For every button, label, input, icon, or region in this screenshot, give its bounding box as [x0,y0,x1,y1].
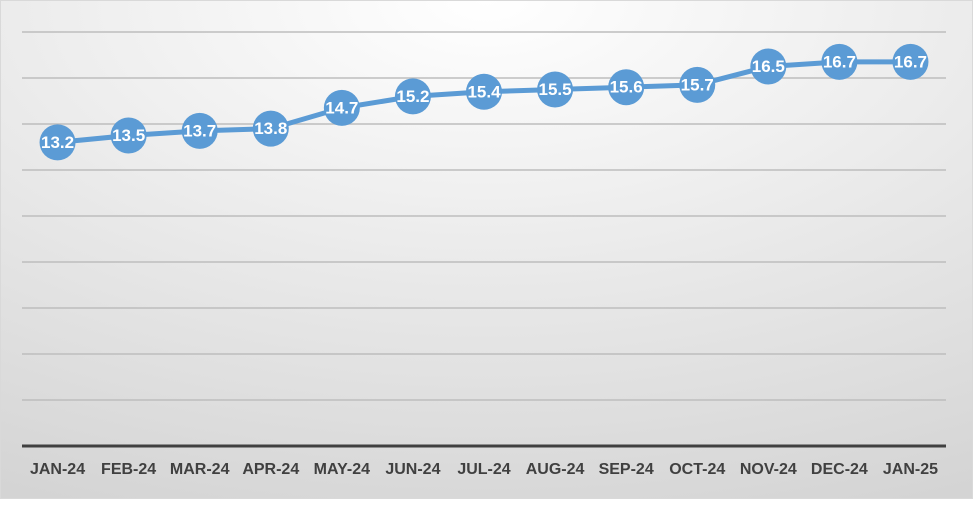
data-label: 13.2 [41,133,74,152]
data-label: 15.2 [396,87,429,106]
data-point [110,117,147,154]
x-tick-label: DEC-24 [811,461,868,478]
data-label: 15.7 [681,75,714,94]
data-point [892,43,929,80]
x-tick-label: MAY-24 [314,461,370,478]
x-tick-label: JAN-25 [883,461,938,478]
data-point [39,124,76,161]
data-point [679,66,716,103]
data-label: 14.7 [325,98,358,117]
data-point [608,69,645,106]
x-tick-label: JUN-24 [385,461,440,478]
data-point [394,78,431,115]
data-label: 16.5 [752,57,785,76]
data-label: 15.6 [610,78,643,97]
x-tick-label: JUL-24 [457,461,510,478]
x-tick-label: MAR-24 [170,461,230,478]
data-point [181,112,218,149]
x-tick-label: AUG-24 [526,461,585,478]
data-label: 16.7 [894,52,927,71]
data-label: 15.4 [467,82,501,101]
data-label: 16.7 [823,52,856,71]
data-point [821,43,858,80]
data-label: 15.5 [539,80,572,99]
data-point [252,110,289,147]
data-point [537,71,574,108]
data-label: 13.7 [183,121,216,140]
data-point [750,48,787,85]
data-label: 13.5 [112,126,145,145]
x-tick-label: OCT-24 [669,461,725,478]
data-point [466,73,502,110]
x-tick-label: APR-24 [242,461,299,478]
data-label: 13.8 [254,119,287,138]
x-tick-label: JAN-24 [30,461,85,478]
x-tick-label: SEP-24 [599,461,654,478]
x-tick-label: NOV-24 [740,461,797,478]
x-tick-label: FEB-24 [101,461,156,478]
data-point [323,89,360,126]
